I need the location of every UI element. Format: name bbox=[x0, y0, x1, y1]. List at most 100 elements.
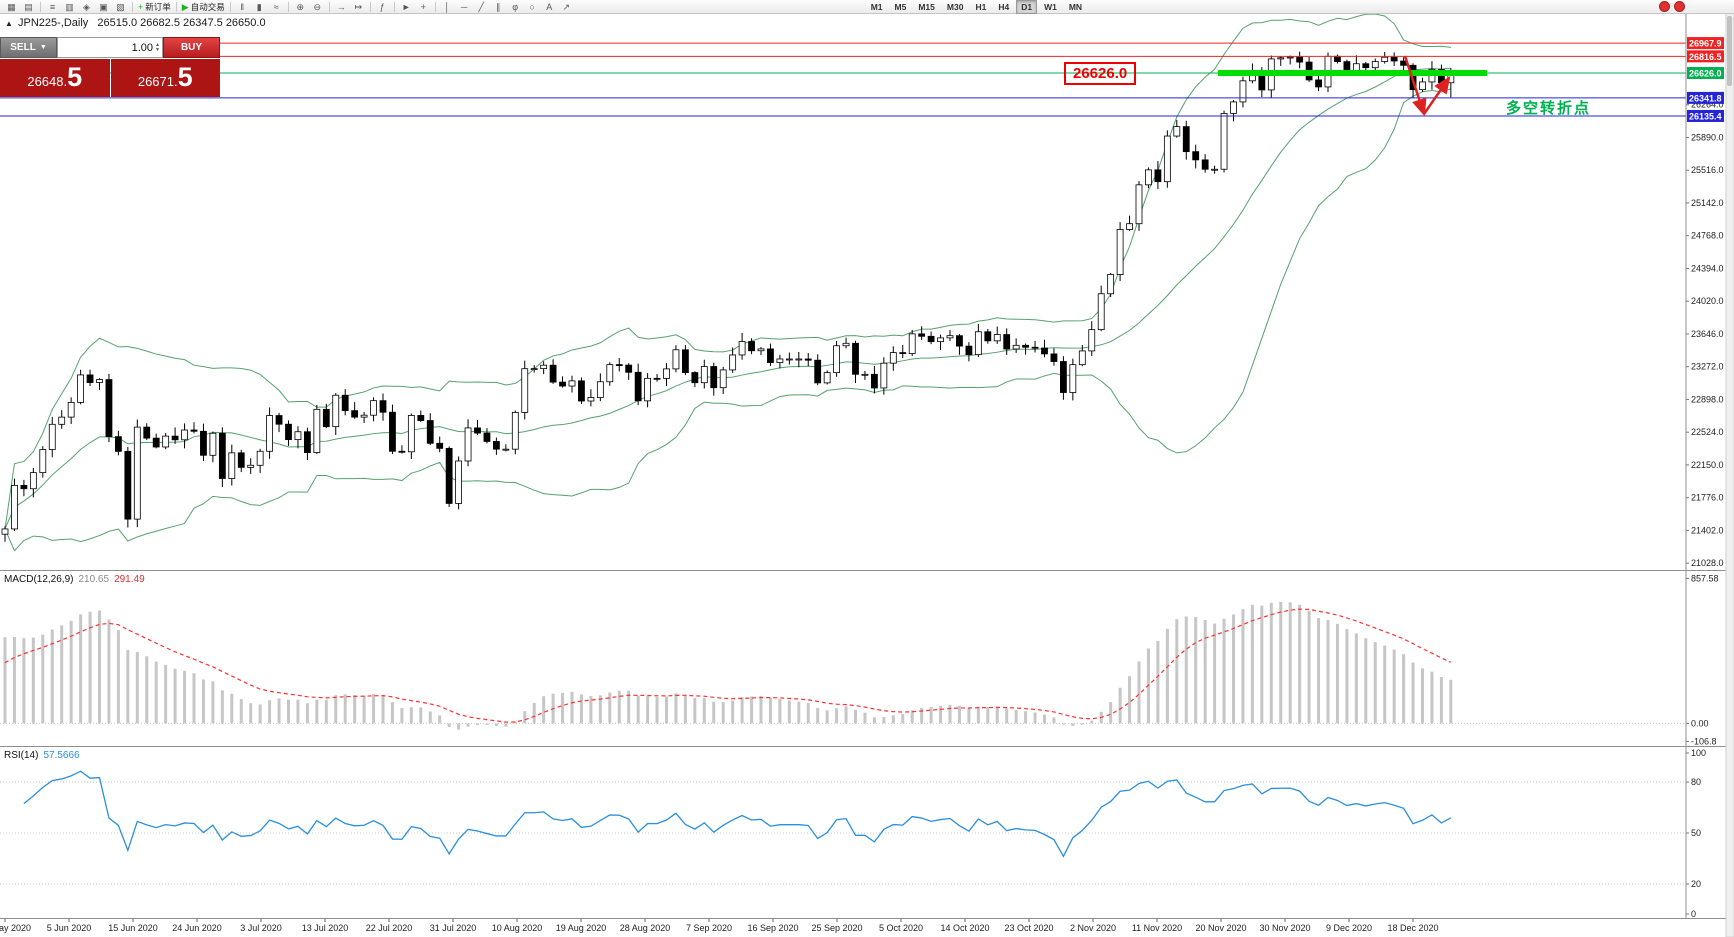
buy-price-main: 26671. bbox=[137, 74, 178, 89]
toolbar-separator bbox=[393, 1, 395, 12]
up-arrow[interactable] bbox=[1422, 75, 1451, 115]
price-tag-label: 26816.5 bbox=[1689, 52, 1722, 62]
price-grid-label: 24394.0 bbox=[1691, 263, 1724, 273]
rsi-scale-label: 50 bbox=[1691, 828, 1701, 838]
price-grid-label: 23646.0 bbox=[1691, 329, 1724, 339]
date-label: 30 Nov 2020 bbox=[1259, 923, 1310, 933]
timeframe-m15[interactable]: M15 bbox=[918, 1, 935, 12]
price-callout-label[interactable]: 26626.0 bbox=[1064, 62, 1137, 85]
price-tag bbox=[1687, 91, 1724, 104]
date-label: 13 Jul 2020 bbox=[302, 923, 349, 933]
date-label: 5 Jun 2020 bbox=[47, 923, 92, 933]
macd-scale-label: 0.00 bbox=[1691, 718, 1709, 728]
scrollbar-thumb[interactable] bbox=[1727, 16, 1732, 86]
macd-signal-line bbox=[4, 608, 1452, 723]
sell-button-label: SELL bbox=[10, 42, 36, 53]
price-tag bbox=[1687, 109, 1724, 122]
date-axis[interactable]: 27 May 2020 5 Jun 2020 15 Jun 2020 24 Jun 2… bbox=[0, 918, 1439, 934]
price-grid-label: 26264.0 bbox=[1691, 100, 1724, 110]
record-icon[interactable] bbox=[1674, 1, 1685, 12]
date-label: 15 Jun 2020 bbox=[108, 923, 158, 933]
market-watch-icon[interactable]: ≡ bbox=[49, 1, 56, 12]
symbol-triangle-icon: ▲ bbox=[5, 19, 13, 28]
price-grid-label: 22150.0 bbox=[1691, 460, 1724, 470]
vertical-line-icon[interactable]: │ bbox=[444, 1, 451, 12]
data-window-icon[interactable]: ▥ bbox=[65, 1, 74, 12]
fibonacci-icon[interactable]: φ bbox=[512, 1, 519, 12]
price-scale[interactable]: 26264.0 25890.0 25516.0 25142.0 24768.0 24394… bbox=[1686, 37, 1724, 919]
toolbar-icon-group: ▦ ▤ ≡ ▥ ◈ ▣ ▧ + 新订单 ▶ 自动交易 ‖ ▮ ≈ ⊕ ⊖ → ↦ ƒ ► + │ ─ ╱ ∥ φ ○ A ↗ bbox=[3, 0, 575, 14]
turning-point-note[interactable]: 多空转折点 bbox=[1506, 100, 1592, 117]
sell-price-main: 26648. bbox=[27, 74, 68, 89]
strategy-tester-icon[interactable]: ▧ bbox=[116, 1, 125, 12]
navigator-icon[interactable]: ◈ bbox=[83, 1, 90, 12]
notification-icon[interactable] bbox=[1659, 1, 1670, 12]
rsi-value: 57.5666 bbox=[43, 750, 80, 761]
bar-chart-icon[interactable]: ‖ bbox=[240, 1, 245, 12]
macd-histogram bbox=[3, 601, 1453, 730]
new-order-button[interactable]: + 新订单 bbox=[138, 1, 171, 12]
price-tag-label: 26626.0 bbox=[1689, 69, 1722, 79]
buy-price-display[interactable]: 26671. 5 bbox=[110, 59, 220, 97]
auto-scroll-icon[interactable]: → bbox=[336, 1, 346, 12]
sell-price-display[interactable]: 26648. 5 bbox=[0, 59, 110, 97]
vertical-scrollbar[interactable] bbox=[1725, 0, 1734, 937]
timeframe-m30[interactable]: M30 bbox=[946, 1, 964, 12]
price-grid-label: 22898.0 bbox=[1691, 394, 1724, 404]
timeframe-mn[interactable]: MN bbox=[1068, 1, 1083, 12]
candlestick-series bbox=[1, 51, 1455, 542]
timeframe-d1[interactable]: D1 bbox=[1016, 0, 1038, 14]
trendline-icon[interactable]: ╱ bbox=[478, 1, 484, 12]
main-toolbar: ▦ ▤ ≡ ▥ ◈ ▣ ▧ + 新订单 ▶ 自动交易 ‖ ▮ ≈ ⊕ ⊖ → ↦ ƒ ► + │ ─ ╱ ∥ φ ○ A ↗ M1 M5 M… bbox=[0, 0, 1734, 14]
rsi-pane bbox=[0, 770, 1686, 885]
chart-symbol-header: ▲ JPN225-,Daily 26515.0 26682.5 26347.5 … bbox=[5, 17, 266, 29]
stepper-down-icon[interactable]: ▼ bbox=[155, 46, 160, 53]
highlight-segment[interactable] bbox=[1218, 70, 1487, 77]
timeframe-switcher: M1 M5 M15 M30 H1 H4 D1 W1 MN bbox=[865, 0, 1088, 14]
date-label: 3 Jul 2020 bbox=[240, 923, 282, 933]
volume-input[interactable] bbox=[93, 41, 154, 54]
date-label: 18 Dec 2020 bbox=[1387, 923, 1438, 933]
zoom-in-icon[interactable]: ⊕ bbox=[296, 1, 304, 12]
stepper-up-icon[interactable]: ▲ bbox=[155, 41, 160, 48]
price-tag bbox=[1687, 67, 1724, 80]
price-grid-label: 21028.0 bbox=[1691, 558, 1724, 568]
buy-button[interactable]: BUY bbox=[163, 37, 220, 58]
channel-icon[interactable]: ∥ bbox=[495, 1, 501, 12]
price-grid-label: 24020.0 bbox=[1691, 296, 1724, 306]
timeframe-m1[interactable]: M1 bbox=[870, 1, 883, 12]
indicators-icon[interactable]: ƒ bbox=[379, 1, 385, 12]
arrow-tool-icon[interactable]: ↗ bbox=[562, 1, 570, 12]
chart-shift-icon[interactable]: ↦ bbox=[354, 1, 362, 12]
rsi-line bbox=[23, 770, 1452, 858]
cursor-icon[interactable]: ► bbox=[401, 1, 411, 12]
date-label: 23 Oct 2020 bbox=[1004, 923, 1053, 933]
new-chart-icon[interactable]: ▦ bbox=[7, 1, 16, 12]
candlestick-chart-icon[interactable]: ▮ bbox=[256, 1, 262, 12]
timeframe-h1[interactable]: H1 bbox=[975, 1, 987, 12]
ellipse-icon[interactable]: ○ bbox=[529, 1, 535, 12]
sell-button[interactable]: SELL ▼ bbox=[0, 37, 57, 58]
toolbar-separator bbox=[229, 1, 231, 12]
symbol-name: JPN225-,Daily bbox=[17, 17, 89, 29]
date-label: 9 Dec 2020 bbox=[1326, 923, 1372, 933]
buy-price-big-digit: 5 bbox=[177, 62, 193, 92]
down-arrow[interactable] bbox=[1403, 55, 1427, 117]
timeframe-w1[interactable]: W1 bbox=[1044, 1, 1057, 12]
date-label: 19 Aug 2020 bbox=[556, 923, 607, 933]
chevron-down-icon[interactable]: ▼ bbox=[39, 44, 47, 51]
date-label: 31 Jul 2020 bbox=[430, 923, 477, 933]
text-icon[interactable]: A bbox=[546, 1, 553, 12]
crosshair-icon[interactable]: + bbox=[420, 1, 426, 12]
zoom-out-icon[interactable]: ⊖ bbox=[313, 1, 321, 12]
profiles-icon[interactable]: ▤ bbox=[24, 1, 33, 12]
horizontal-line-icon[interactable]: ─ bbox=[461, 1, 468, 12]
line-chart-icon[interactable]: ≈ bbox=[273, 1, 279, 12]
autotrading-button[interactable]: ▶ 自动交易 bbox=[181, 1, 225, 12]
timeframe-m5[interactable]: M5 bbox=[894, 1, 907, 12]
timeframe-h4[interactable]: H4 bbox=[998, 1, 1010, 12]
terminal-icon[interactable]: ▣ bbox=[99, 1, 108, 12]
toolbar-separator bbox=[132, 1, 133, 12]
volume-stepper[interactable]: ▲ ▼ bbox=[155, 41, 160, 53]
